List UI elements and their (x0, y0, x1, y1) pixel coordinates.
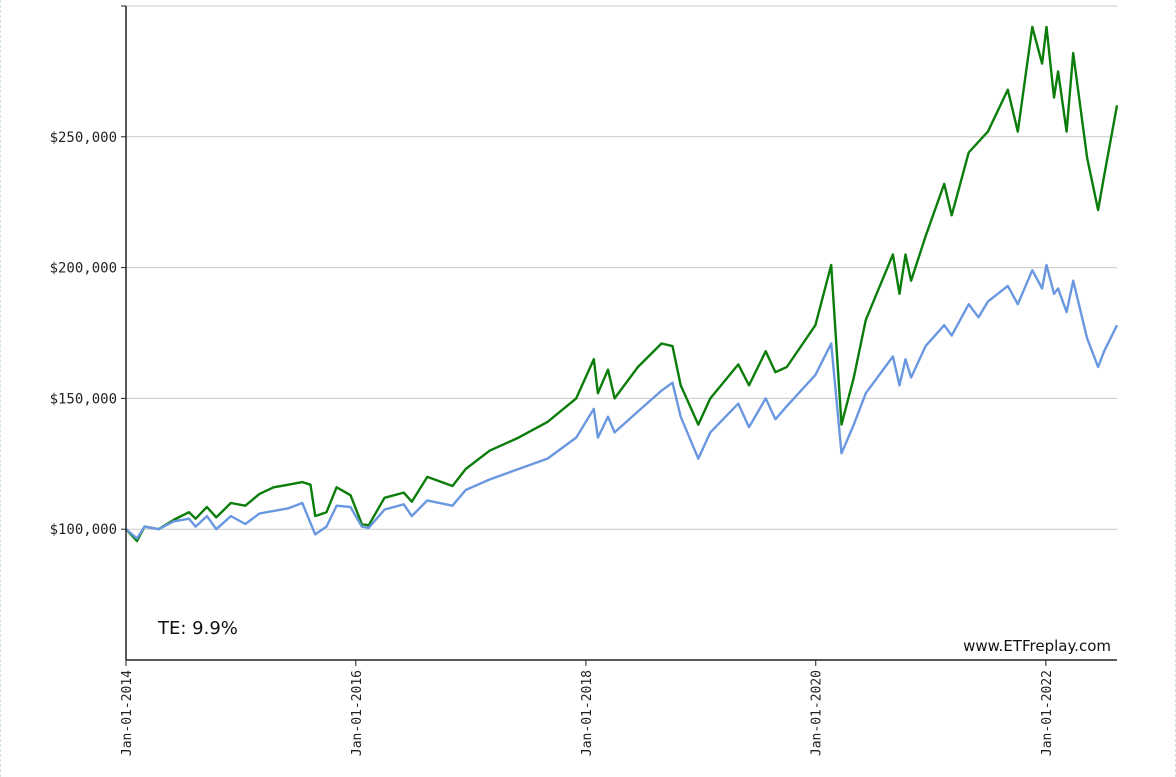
axes (121, 5, 1117, 666)
x-tick-label: Jan-01-2022 (1040, 670, 1055, 756)
y-tick-label: $200,000 (50, 261, 117, 277)
x-tick-label: Jan-01-2014 (120, 670, 135, 756)
watermark-text: www.ETFreplay.com (963, 637, 1111, 655)
y-tick-label: $100,000 (50, 522, 117, 538)
gridlines (126, 5, 1117, 530)
y-tick-label: $250,000 (50, 130, 117, 146)
series-line-1 (125, 25, 1119, 543)
x-tick-label: Jan-01-2016 (350, 670, 365, 756)
series-layer (125, 25, 1119, 543)
tracking-error-label: TE: 9.9% (157, 618, 238, 639)
series-line-2 (125, 263, 1119, 540)
x-tick-label: Jan-01-2020 (810, 670, 825, 756)
y-tick-label: $150,000 (50, 391, 117, 407)
x-tick-label: Jan-01-2018 (580, 670, 595, 756)
tick-labels: $100,000 $150,000 $200,000 $250,000 Jan-01-2… (50, 130, 1055, 756)
